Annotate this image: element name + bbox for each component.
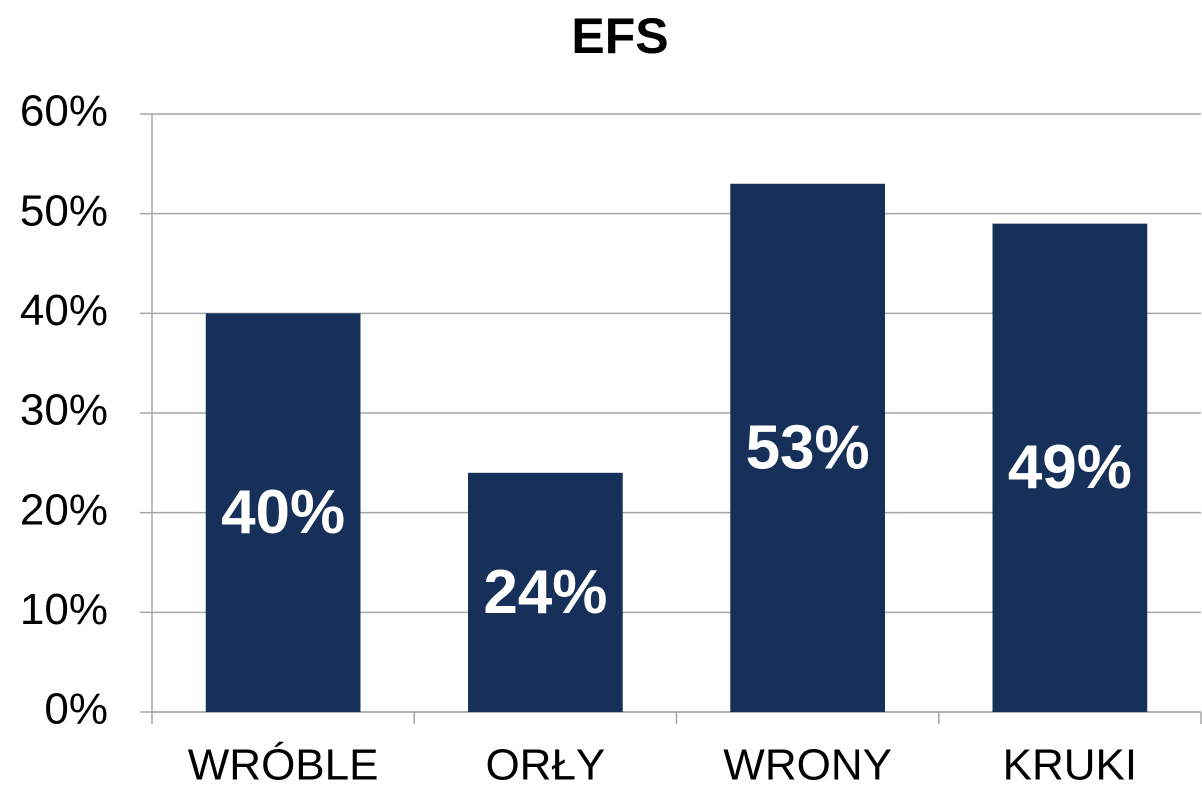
y-tick-label: 60% bbox=[20, 87, 108, 136]
y-tick-label: 50% bbox=[20, 186, 108, 235]
data-label: 53% bbox=[746, 413, 870, 482]
x-tick-label: WRÓBLE bbox=[188, 741, 379, 788]
x-tick-label: KRUKI bbox=[1003, 741, 1137, 788]
bar bbox=[468, 472, 623, 712]
y-tick-label: 30% bbox=[20, 386, 108, 435]
x-tick-label: WRONY bbox=[723, 741, 892, 788]
y-tick-label: 40% bbox=[20, 286, 108, 335]
y-tick-label: 0% bbox=[44, 685, 108, 734]
y-tick-label: 20% bbox=[20, 485, 108, 534]
y-tick-label: 10% bbox=[20, 585, 108, 634]
chart-title: EFS bbox=[571, 8, 668, 64]
data-label: 40% bbox=[221, 478, 345, 547]
bar bbox=[205, 313, 361, 712]
x-tick-label: ORŁY bbox=[485, 741, 605, 788]
data-label: 24% bbox=[483, 558, 607, 627]
data-label: 49% bbox=[1008, 433, 1132, 502]
bar bbox=[992, 223, 1148, 712]
bar bbox=[730, 183, 885, 712]
